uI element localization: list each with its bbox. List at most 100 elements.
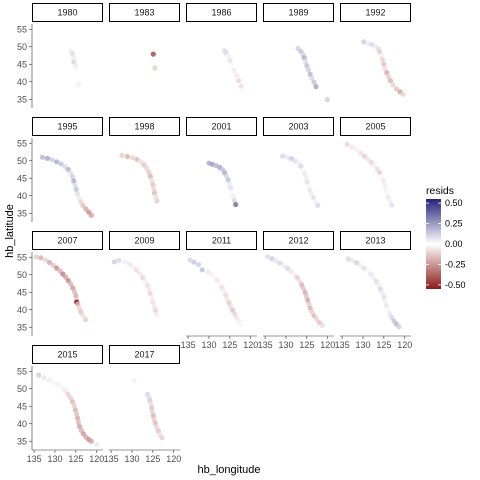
facet-strip-label: 2011 [212,235,231,245]
data-point [387,311,393,317]
data-point [377,49,383,55]
data-point [147,291,153,297]
data-point [69,399,76,405]
data-point [55,381,61,388]
data-point [383,186,389,192]
data-point [78,309,84,315]
data-point [349,258,356,264]
data-point [154,198,160,204]
x-tick-label: 135 [181,340,196,350]
facet-strip-label: 2005 [365,121,385,131]
facet-strip-label: 2015 [57,349,77,359]
data-point [288,156,294,162]
y-tick-label: 50 [17,42,27,52]
data-point [381,61,387,67]
data-point [126,261,133,267]
data-point [73,186,79,193]
legend-colorbar [426,199,441,289]
data-point [49,157,55,163]
data-point [240,87,246,94]
data-point [228,185,234,191]
data-point [130,264,136,270]
data-point [382,182,388,188]
data-point [150,413,156,419]
facet-panel-2015: 2015 [32,345,103,448]
data-point [357,262,364,268]
y-tick-label: 35 [17,208,27,218]
data-point [378,53,384,59]
y-tick-label: 40 [17,77,27,87]
data-point [319,322,325,329]
data-point [76,81,82,88]
data-point [231,67,237,74]
data-point [217,280,223,287]
data-point [88,212,94,218]
data-point [46,377,52,383]
x-tick-label: 120 [89,454,104,464]
data-point [301,55,307,61]
data-point [232,311,238,317]
data-point [44,155,51,161]
x-tick-label: 135 [335,340,350,350]
y-tick-label: 45 [17,401,27,411]
y-tick-label: 45 [17,59,27,69]
data-point [71,403,77,409]
data-point [384,70,390,76]
data-point [358,150,364,156]
data-point [58,161,64,167]
facet-strip [340,117,411,136]
data-point [228,304,234,310]
data-point [122,259,128,265]
data-point [390,82,396,88]
facet-strip [186,3,257,22]
y-tick-label: 35 [17,322,27,332]
data-point [80,313,86,319]
facet-panel-2005: 2005 [340,117,411,208]
data-point [142,278,148,284]
data-point [304,63,310,69]
data-point [152,65,158,71]
data-point [324,97,330,103]
data-point [41,374,47,381]
data-point [144,165,150,171]
data-point [280,153,286,159]
data-point [116,257,122,263]
y-tick-label: 35 [17,436,27,446]
data-point [152,307,158,313]
data-point [150,181,156,188]
data-point [159,435,165,441]
data-point [74,415,81,421]
data-point [146,169,152,175]
data-point [371,163,377,169]
facet-strip-label: 2009 [134,235,154,245]
facet-strip-label: 1980 [57,7,77,17]
data-point [94,442,100,448]
data-point [230,307,236,313]
data-point [75,419,81,425]
data-point [78,199,84,205]
data-point [373,278,379,284]
data-point [389,202,395,208]
data-point [80,202,86,209]
data-point [150,299,156,305]
data-point [124,153,130,160]
facet-panel-1992: 1992 [340,3,411,97]
legend-ticks: 0.50 0.25 0.00 -0.25 -0.50 [426,198,466,290]
data-point [305,67,312,73]
axes: 35 40 45 50 55 35 40 45 50 55 35 40 45 50 55 135 130 125 1… [17,24,412,464]
data-point [59,384,65,390]
data-point [288,268,294,274]
data-point [138,159,144,165]
facet-strip [109,117,180,136]
data-point [230,193,236,200]
data-point [233,72,240,79]
data-point [51,379,57,385]
y-axis-title: hb_latitude [4,204,16,258]
data-point [285,265,291,271]
data-point [46,259,53,266]
data-point [361,265,367,271]
data-point [187,257,193,263]
data-point [344,141,350,147]
data-point [76,305,82,311]
data-point [354,260,360,266]
